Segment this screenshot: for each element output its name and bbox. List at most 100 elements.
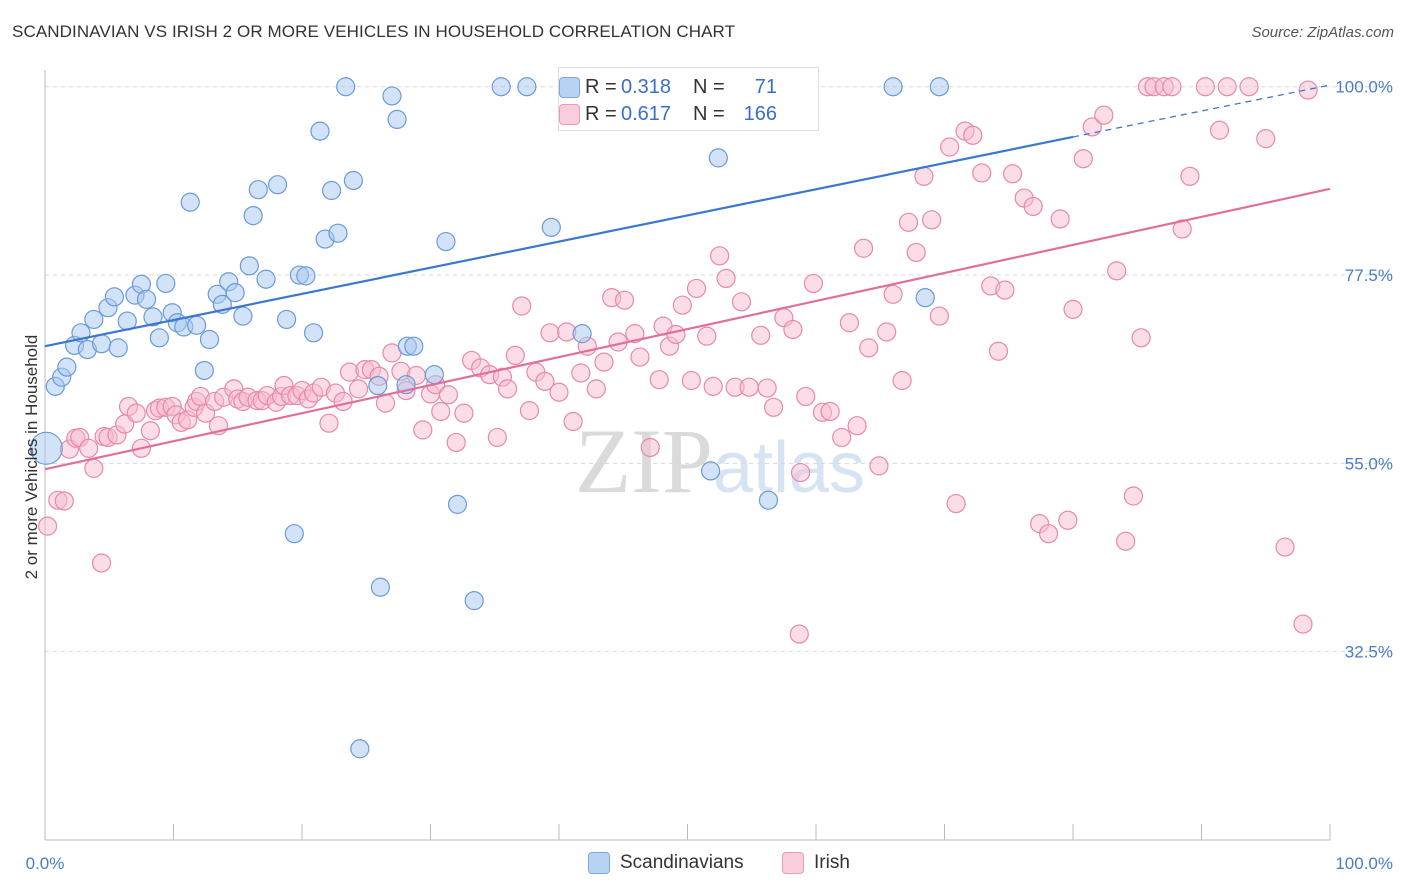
chart-title: SCANDINAVIAN VS IRISH 2 OR MORE VEHICLES… xyxy=(12,22,736,41)
scandinavian-point xyxy=(701,461,721,481)
irish-swatch xyxy=(782,852,804,874)
irish-point xyxy=(640,437,660,458)
irish-point xyxy=(914,166,934,186)
irish-point xyxy=(1073,149,1093,169)
scandinavian-point xyxy=(29,431,63,465)
irish-point xyxy=(1082,117,1102,137)
irish-point xyxy=(586,379,606,399)
irish-point xyxy=(946,493,966,514)
scandinavian-point xyxy=(199,329,220,350)
irish-point xyxy=(853,238,874,258)
legend-n-label: N = xyxy=(693,102,725,125)
irish-point xyxy=(803,273,824,294)
irish-point xyxy=(672,295,692,315)
scandinavian-point xyxy=(303,323,324,343)
scandinavian-point xyxy=(149,328,169,348)
irish-point xyxy=(796,386,816,407)
irish-point xyxy=(790,462,811,483)
scandinavian-trend-line xyxy=(44,135,1074,348)
irish-point xyxy=(1107,261,1127,281)
irish-trend-line xyxy=(44,187,1331,471)
scandinavian-point xyxy=(328,223,348,243)
scandinavian-point xyxy=(276,309,297,330)
scandinavian-point xyxy=(517,77,537,97)
irish-point xyxy=(446,432,466,453)
irish-point xyxy=(995,280,1015,300)
legend-swatch-irish xyxy=(559,104,580,125)
y-tick-label: 77.5% xyxy=(1345,266,1393,285)
tick-labels: 32.5% 55.0% 77.5% 100.0% 0.0% 100.0% xyxy=(26,78,1393,873)
irish-point xyxy=(1116,531,1136,551)
irish-point xyxy=(454,403,474,423)
irish-point xyxy=(1256,129,1276,149)
irish-point xyxy=(540,323,560,343)
x-tick-label-max: 100.0% xyxy=(1335,854,1393,873)
irish-point xyxy=(1293,614,1313,634)
scandinavian-point xyxy=(180,192,200,212)
legend-label-irish: Irish xyxy=(814,852,850,873)
scandinavian-point xyxy=(915,288,935,308)
irish-point xyxy=(1180,166,1200,186)
irish-point xyxy=(697,326,717,346)
y-tick-label: 100.0% xyxy=(1335,78,1393,97)
irish-point xyxy=(413,420,433,440)
irish-point xyxy=(571,363,591,383)
irish-point xyxy=(1195,77,1215,97)
scandinavian-point xyxy=(447,494,468,514)
irish-point xyxy=(1209,120,1230,140)
irish-point xyxy=(54,491,74,511)
irish-point xyxy=(1023,196,1043,217)
irish-point xyxy=(431,401,451,422)
y-tick-label: 55.0% xyxy=(1345,454,1393,473)
scandinavian-point xyxy=(368,375,388,396)
irish-point xyxy=(1131,328,1151,348)
legend-label-scandinavians: Scandinavians xyxy=(620,852,744,873)
scandinavian-point xyxy=(225,283,245,303)
irish-points xyxy=(37,77,1318,644)
irish-point xyxy=(710,246,730,266)
irish-point xyxy=(91,553,112,573)
irish-point xyxy=(922,210,942,230)
stats-legend: R = 0.318 N = 71 R = 0.617 N = 166 xyxy=(558,67,819,131)
irish-point xyxy=(929,306,949,326)
irish-point xyxy=(1298,80,1318,100)
scandinavian-point xyxy=(243,206,263,226)
legend-item-irish[interactable]: Irish xyxy=(782,852,850,874)
scandinavian-point xyxy=(310,121,330,141)
irish-point xyxy=(839,313,860,333)
irish-point xyxy=(348,379,369,399)
scandinavian-point xyxy=(136,289,157,309)
irish-point xyxy=(535,371,555,391)
irish-point xyxy=(625,324,645,344)
irish-point xyxy=(703,376,723,396)
irish-point xyxy=(1050,209,1070,229)
scandinavian-point xyxy=(708,148,728,168)
irish-point xyxy=(563,411,583,432)
scandinavian-point xyxy=(572,324,592,344)
legend-item-scandinavians[interactable]: Scandinavians xyxy=(588,852,744,874)
y-axis-label: 2 or more Vehicles in Household xyxy=(22,335,41,580)
y-tick-label: 32.5% xyxy=(1345,643,1393,662)
irish-point xyxy=(877,322,897,342)
scandinavian-point xyxy=(91,334,112,354)
irish-point xyxy=(438,385,459,405)
scandinavian-point xyxy=(464,591,484,611)
irish-point xyxy=(751,325,771,345)
scandinavian-point xyxy=(321,180,342,201)
irish-point xyxy=(988,341,1009,361)
source-label: Source: ZipAtlas.com xyxy=(1251,24,1394,41)
irish-point xyxy=(716,268,736,289)
irish-point xyxy=(512,296,532,316)
irish-point xyxy=(614,290,635,310)
irish-point xyxy=(519,401,540,421)
irish-point xyxy=(892,370,912,391)
irish-point xyxy=(681,370,701,391)
legend-row-scandinavians: R = 0.318 N = 71 xyxy=(559,74,777,100)
scandinavian-point xyxy=(382,86,402,106)
irish-point xyxy=(1094,105,1114,125)
legend-r-label: R = xyxy=(585,102,617,125)
irish-point xyxy=(505,345,525,366)
scandinavian-point xyxy=(541,217,561,237)
irish-point xyxy=(783,319,803,340)
